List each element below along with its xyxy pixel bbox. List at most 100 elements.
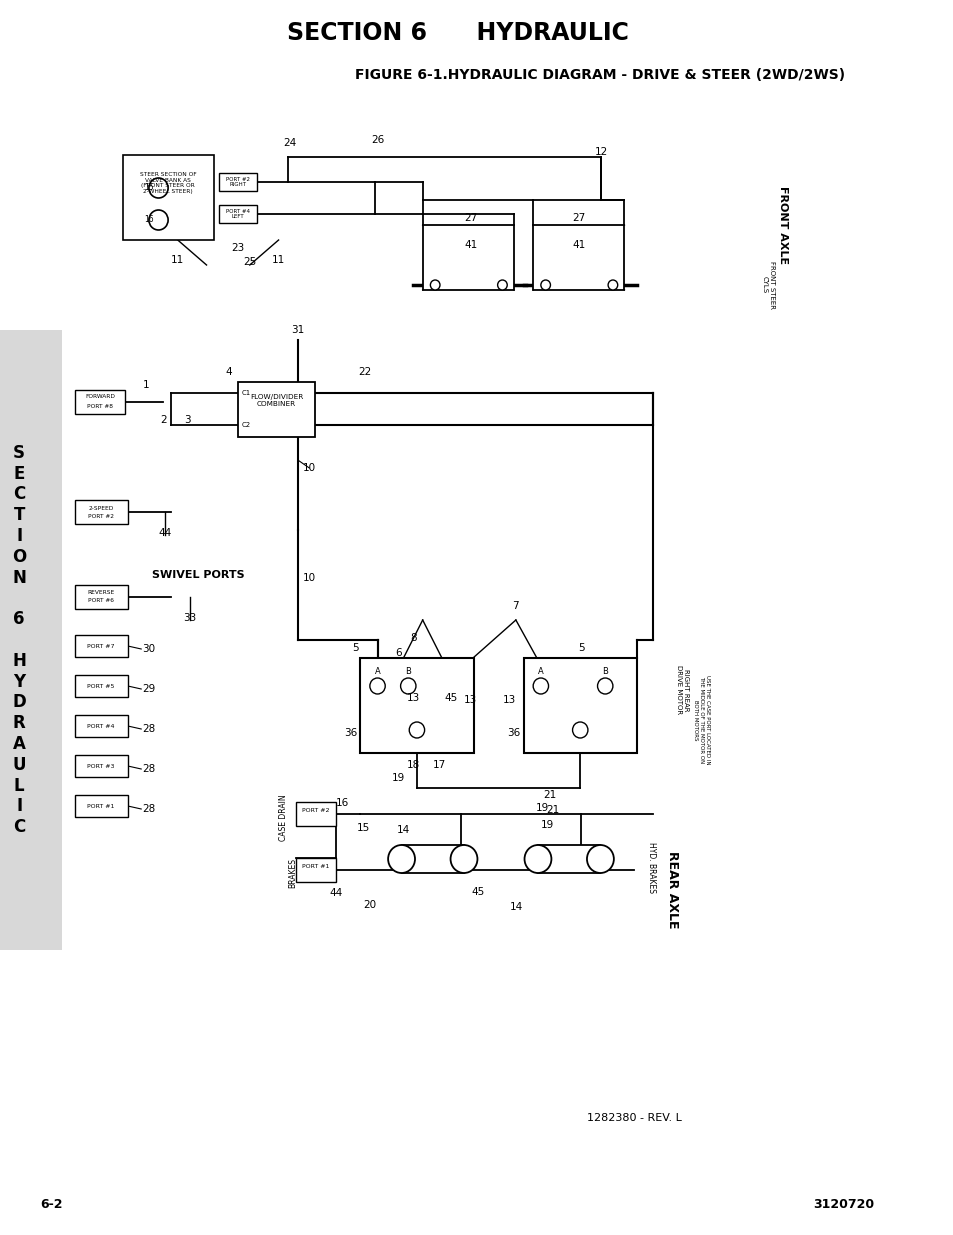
Text: PORT #4
LEFT: PORT #4 LEFT	[226, 209, 250, 220]
Circle shape	[430, 280, 439, 290]
Text: PORT #1: PORT #1	[87, 804, 114, 809]
Circle shape	[540, 280, 550, 290]
Text: 10: 10	[302, 463, 315, 473]
Circle shape	[388, 845, 415, 873]
Text: 10: 10	[302, 573, 315, 583]
Text: 24: 24	[283, 138, 296, 148]
Circle shape	[586, 845, 613, 873]
Text: 8: 8	[410, 634, 416, 643]
Bar	[295, 858, 335, 882]
Circle shape	[572, 722, 587, 739]
Text: 30: 30	[142, 643, 155, 655]
Text: 44: 44	[330, 888, 342, 898]
Text: 6-2: 6-2	[40, 1198, 63, 1212]
Text: 5: 5	[352, 643, 358, 653]
Text: USE THE CASE PORT LOCATED IN
THE MIDDLE OF THE MOTOR ON
BOTH MOTORS: USE THE CASE PORT LOCATED IN THE MIDDLE …	[692, 676, 709, 764]
Circle shape	[400, 678, 416, 694]
Text: 22: 22	[358, 367, 372, 377]
Text: PORT #2
RIGHT: PORT #2 RIGHT	[226, 177, 250, 188]
Text: 25: 25	[243, 257, 256, 267]
Text: 29: 29	[142, 684, 155, 694]
Text: 27: 27	[572, 212, 585, 224]
Circle shape	[607, 280, 617, 290]
Circle shape	[497, 280, 507, 290]
Text: FORWARD: FORWARD	[85, 394, 114, 399]
Text: 15: 15	[144, 184, 153, 193]
Bar	[75, 390, 125, 414]
Text: 26: 26	[371, 135, 384, 144]
Text: 14: 14	[396, 825, 410, 835]
Bar	[75, 500, 128, 524]
Text: FIGURE 6-1.HYDRAULIC DIAGRAM - DRIVE & STEER (2WD/2WS): FIGURE 6-1.HYDRAULIC DIAGRAM - DRIVE & S…	[355, 68, 844, 82]
Text: FLOW/DIVIDER
COMBINER: FLOW/DIVIDER COMBINER	[250, 394, 303, 406]
Text: FRONT STEER
CYLS: FRONT STEER CYLS	[761, 261, 774, 309]
Text: 27: 27	[463, 212, 476, 224]
Text: PORT #1: PORT #1	[302, 863, 330, 868]
Text: 15: 15	[356, 823, 370, 832]
Bar	[523, 658, 637, 753]
Bar	[75, 635, 128, 657]
Circle shape	[409, 722, 424, 739]
Text: 18: 18	[406, 760, 419, 769]
Circle shape	[597, 678, 612, 694]
Text: S
E
C
T
I
O
N

6

H
Y
D
R
A
U
L
I
C: S E C T I O N 6 H Y D R A U L I C	[12, 443, 27, 836]
Text: A: A	[537, 667, 543, 677]
Bar	[75, 585, 128, 609]
Text: 16: 16	[335, 798, 348, 808]
Text: PORT #6: PORT #6	[88, 599, 113, 604]
Text: PORT #2: PORT #2	[88, 514, 113, 519]
Text: 6: 6	[395, 648, 401, 658]
Circle shape	[524, 845, 551, 873]
Text: PORT #4: PORT #4	[87, 724, 114, 729]
Bar	[75, 795, 128, 818]
Text: REVERSE: REVERSE	[87, 590, 114, 595]
Text: B: B	[601, 667, 607, 677]
Text: 21: 21	[545, 805, 558, 815]
Text: PORT #5: PORT #5	[87, 683, 114, 688]
Text: 1282380 - REV. L: 1282380 - REV. L	[586, 1113, 680, 1123]
Bar	[422, 225, 514, 290]
Text: C1: C1	[242, 390, 251, 396]
Circle shape	[149, 178, 168, 198]
Text: 16: 16	[144, 215, 153, 225]
Bar	[0, 330, 62, 950]
Text: 36: 36	[344, 727, 356, 739]
Text: PORT #3: PORT #3	[87, 763, 114, 768]
Text: 31: 31	[291, 325, 304, 335]
Text: 33: 33	[183, 613, 196, 622]
Text: 13: 13	[502, 695, 516, 705]
Text: SWIVEL PORTS: SWIVEL PORTS	[152, 571, 244, 580]
Text: 36: 36	[507, 727, 520, 739]
Text: 44: 44	[158, 529, 172, 538]
Text: 45: 45	[444, 693, 457, 703]
Text: BRAKES: BRAKES	[288, 858, 297, 888]
Text: FRONT AXLE: FRONT AXLE	[777, 186, 787, 264]
Text: 14: 14	[510, 902, 523, 911]
Text: 2: 2	[160, 415, 167, 425]
Circle shape	[533, 678, 548, 694]
Bar	[75, 755, 128, 777]
Text: C2: C2	[242, 422, 251, 429]
Text: 41: 41	[463, 240, 476, 249]
Text: SECTION 6      HYDRAULIC: SECTION 6 HYDRAULIC	[287, 21, 629, 44]
Text: 20: 20	[363, 900, 376, 910]
Bar	[401, 845, 463, 873]
Text: HYD. BRAKES: HYD. BRAKES	[646, 842, 655, 893]
Text: 7: 7	[512, 601, 518, 611]
Text: RIGHT REAR
DRIVE MOTOR: RIGHT REAR DRIVE MOTOR	[675, 666, 688, 715]
Bar	[360, 658, 473, 753]
Text: 17: 17	[432, 760, 445, 769]
Text: A: A	[375, 667, 380, 677]
Text: 28: 28	[142, 804, 155, 814]
Text: B: B	[405, 667, 411, 677]
Bar	[219, 173, 257, 191]
Text: CASE DRAIN: CASE DRAIN	[278, 794, 288, 841]
Text: 19: 19	[392, 773, 405, 783]
Text: 5: 5	[578, 643, 584, 653]
Text: 3120720: 3120720	[812, 1198, 873, 1212]
Text: PORT #2: PORT #2	[302, 808, 330, 813]
Bar	[295, 802, 335, 826]
Text: 4: 4	[225, 367, 232, 377]
Text: REAR AXLE: REAR AXLE	[665, 851, 679, 929]
Bar	[238, 382, 314, 437]
